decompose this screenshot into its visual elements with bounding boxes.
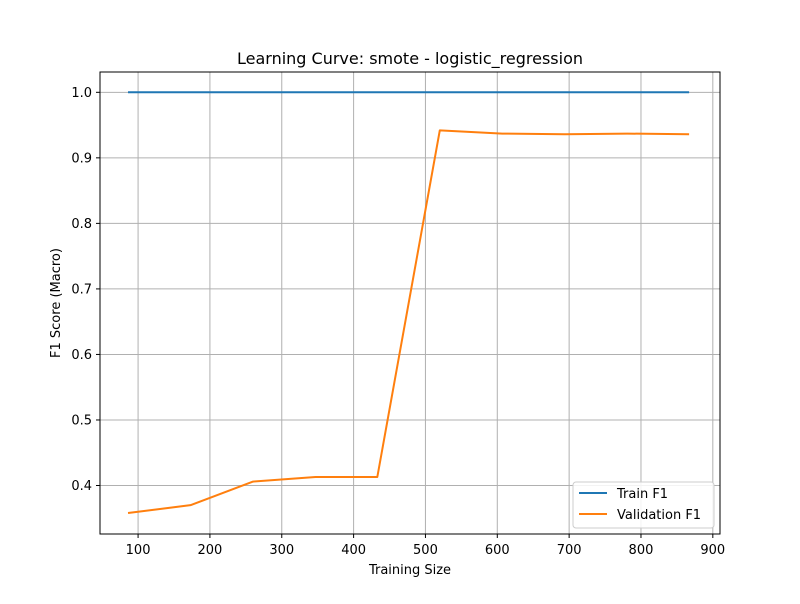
y-tick-label: 0.6: [71, 348, 92, 363]
x-axis-ticks: 100 200 300 400 500 600 700 800 900: [126, 534, 725, 558]
y-axis-ticks: 0.4 0.5 0.6 0.7 0.8 0.9 1.0: [71, 86, 100, 494]
x-tick-label: 800: [629, 543, 654, 558]
chart-title: Learning Curve: smote - logistic_regress…: [237, 49, 583, 69]
x-tick-label: 300: [269, 543, 294, 558]
x-tick-label: 200: [198, 543, 223, 558]
plot-frame: [99, 71, 721, 535]
y-tick-label: 0.5: [71, 413, 92, 428]
y-tick-label: 0.7: [71, 282, 92, 297]
x-tick-label: 700: [557, 543, 582, 558]
validation-f1-line: [127, 129, 690, 515]
y-tick-label: 1.0: [71, 86, 92, 101]
legend-box: [572, 481, 715, 529]
y-tick-label: 0.9: [71, 151, 92, 166]
x-tick-label: 600: [485, 543, 510, 558]
y-tick-label: 0.4: [71, 479, 92, 494]
y-tick-label: 0.8: [71, 217, 92, 232]
x-axis-label: Training Size: [368, 563, 451, 578]
x-tick-label: 400: [341, 543, 366, 558]
x-tick-label: 500: [413, 543, 438, 558]
legend-label-train: Train F1: [616, 487, 668, 502]
y-axis-label: F1 Score (Macro): [49, 248, 64, 358]
x-tick-label: 900: [700, 543, 725, 558]
series-lines: [127, 91, 690, 515]
legend: Train F1 Validation F1: [572, 481, 715, 529]
x-tick-label: 100: [126, 543, 151, 558]
legend-label-validation: Validation F1: [617, 508, 701, 523]
